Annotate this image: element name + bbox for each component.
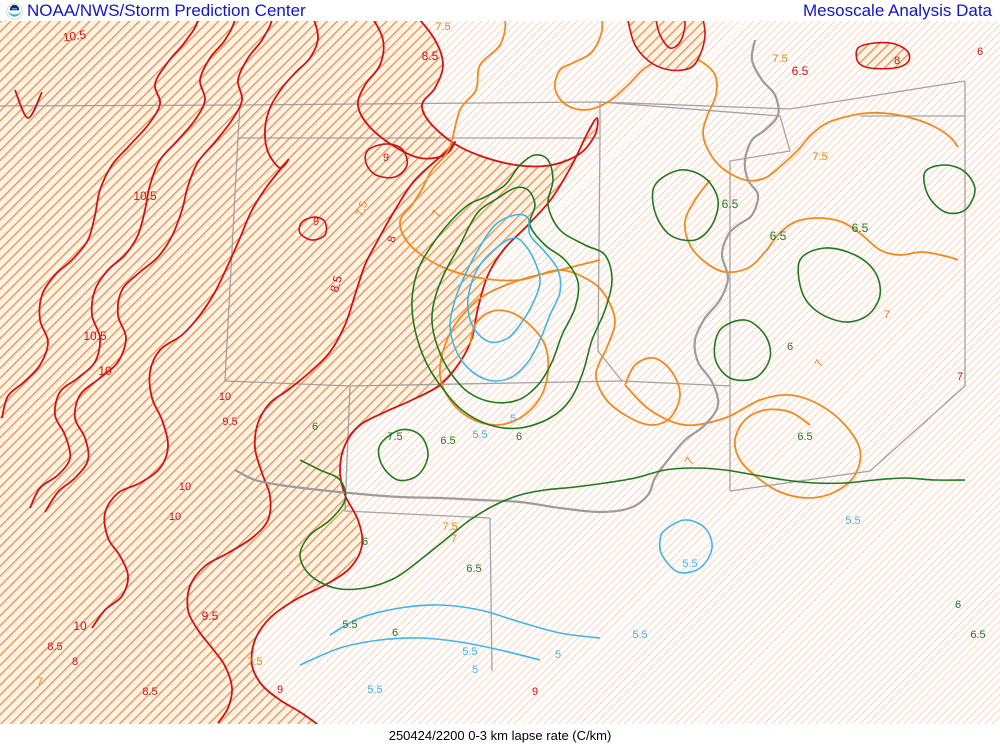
svg-text:10: 10: [169, 511, 181, 523]
svg-text:6: 6: [392, 627, 398, 639]
svg-text:8.5: 8.5: [47, 641, 62, 653]
svg-text:6: 6: [955, 599, 961, 611]
svg-text:9.5: 9.5: [222, 416, 237, 428]
svg-text:9: 9: [313, 216, 319, 228]
svg-text:6.5: 6.5: [797, 431, 812, 443]
svg-text:7.5: 7.5: [247, 656, 262, 668]
svg-text:6: 6: [312, 421, 318, 433]
svg-text:7.5: 7.5: [812, 151, 827, 163]
svg-text:7.5: 7.5: [442, 521, 457, 533]
svg-text:6.5: 6.5: [792, 64, 809, 78]
svg-text:8: 8: [72, 656, 78, 668]
svg-text:7: 7: [37, 676, 43, 688]
svg-text:5: 5: [510, 413, 516, 425]
svg-text:9: 9: [532, 686, 538, 698]
svg-text:8.5: 8.5: [142, 686, 157, 698]
svg-text:10: 10: [219, 391, 231, 403]
svg-text:5.5: 5.5: [845, 515, 860, 527]
svg-text:6.5: 6.5: [466, 563, 481, 575]
svg-text:7.5: 7.5: [435, 21, 450, 33]
svg-text:7: 7: [957, 371, 963, 383]
svg-text:6: 6: [787, 341, 793, 353]
svg-text:8: 8: [894, 55, 900, 67]
svg-text:5: 5: [555, 649, 561, 661]
svg-text:8.5: 8.5: [422, 49, 439, 63]
svg-text:6.5: 6.5: [852, 221, 869, 235]
svg-text:9.5: 9.5: [202, 609, 219, 623]
svg-text:7: 7: [451, 533, 457, 545]
svg-text:9: 9: [277, 684, 283, 696]
svg-text:10: 10: [73, 619, 87, 633]
svg-text:6.5: 6.5: [770, 229, 787, 243]
svg-text:6.5: 6.5: [970, 629, 985, 641]
svg-text:10: 10: [179, 481, 191, 493]
svg-text:6: 6: [362, 536, 368, 548]
svg-text:6.5: 6.5: [440, 435, 455, 447]
svg-text:5.5: 5.5: [682, 558, 697, 570]
svg-text:5.5: 5.5: [632, 629, 647, 641]
svg-text:10.5: 10.5: [133, 189, 157, 203]
svg-text:7: 7: [813, 358, 826, 369]
svg-text:5.5: 5.5: [367, 684, 382, 696]
svg-text:9: 9: [383, 152, 389, 164]
svg-text:7.5: 7.5: [772, 53, 787, 65]
svg-text:5: 5: [472, 664, 478, 676]
svg-text:5.5: 5.5: [462, 646, 477, 658]
svg-text:7.5: 7.5: [387, 431, 402, 443]
svg-text:5.5: 5.5: [472, 429, 487, 441]
svg-text:10: 10: [98, 364, 112, 378]
svg-text:10.5: 10.5: [83, 329, 107, 343]
svg-text:6: 6: [516, 431, 522, 443]
svg-text:7: 7: [682, 454, 698, 467]
svg-text:6.5: 6.5: [722, 197, 739, 211]
svg-text:5.5: 5.5: [342, 619, 357, 631]
svg-text:7: 7: [884, 309, 890, 321]
svg-text:6: 6: [977, 46, 983, 58]
